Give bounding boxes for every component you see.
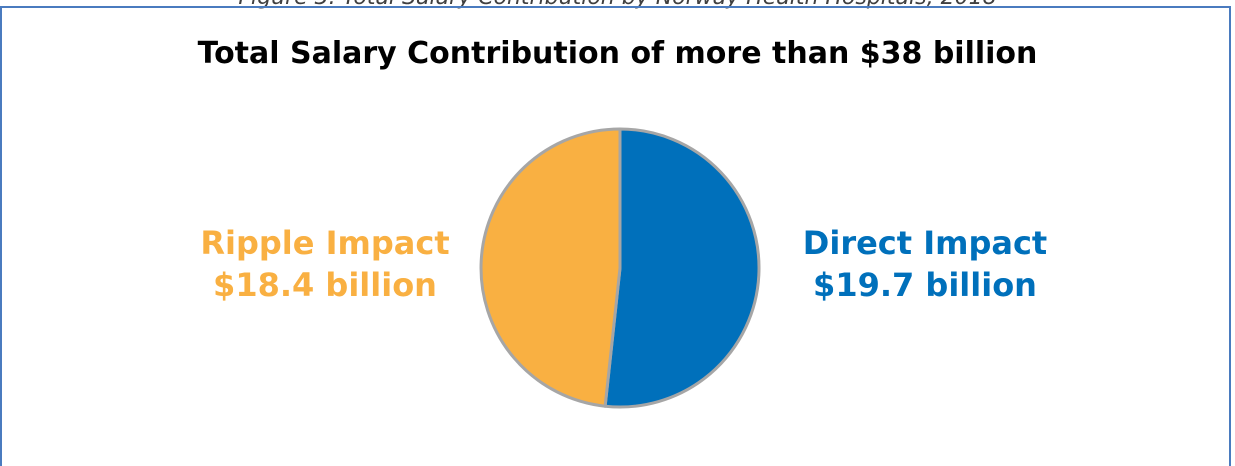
direct-impact-name: Direct Impact bbox=[802, 224, 1048, 262]
pie-slice-direct-impact bbox=[603, 127, 761, 409]
chart-title: Total Salary Contribution of more than $… bbox=[197, 36, 1038, 71]
ripple-impact-label: Ripple Impact $18.4 billion bbox=[175, 222, 475, 306]
chart-frame bbox=[0, 6, 1231, 466]
direct-impact-label: Direct Impact $19.7 billion bbox=[775, 222, 1075, 306]
direct-impact-value: $19.7 billion bbox=[813, 266, 1037, 304]
pie-chart bbox=[479, 127, 761, 409]
figure-caption: Figure 3. Total Salary Contribution by N… bbox=[0, 0, 1235, 10]
ripple-impact-value: $18.4 billion bbox=[213, 266, 437, 304]
pie-slice-ripple-impact bbox=[479, 127, 622, 408]
ripple-impact-name: Ripple Impact bbox=[200, 224, 450, 262]
